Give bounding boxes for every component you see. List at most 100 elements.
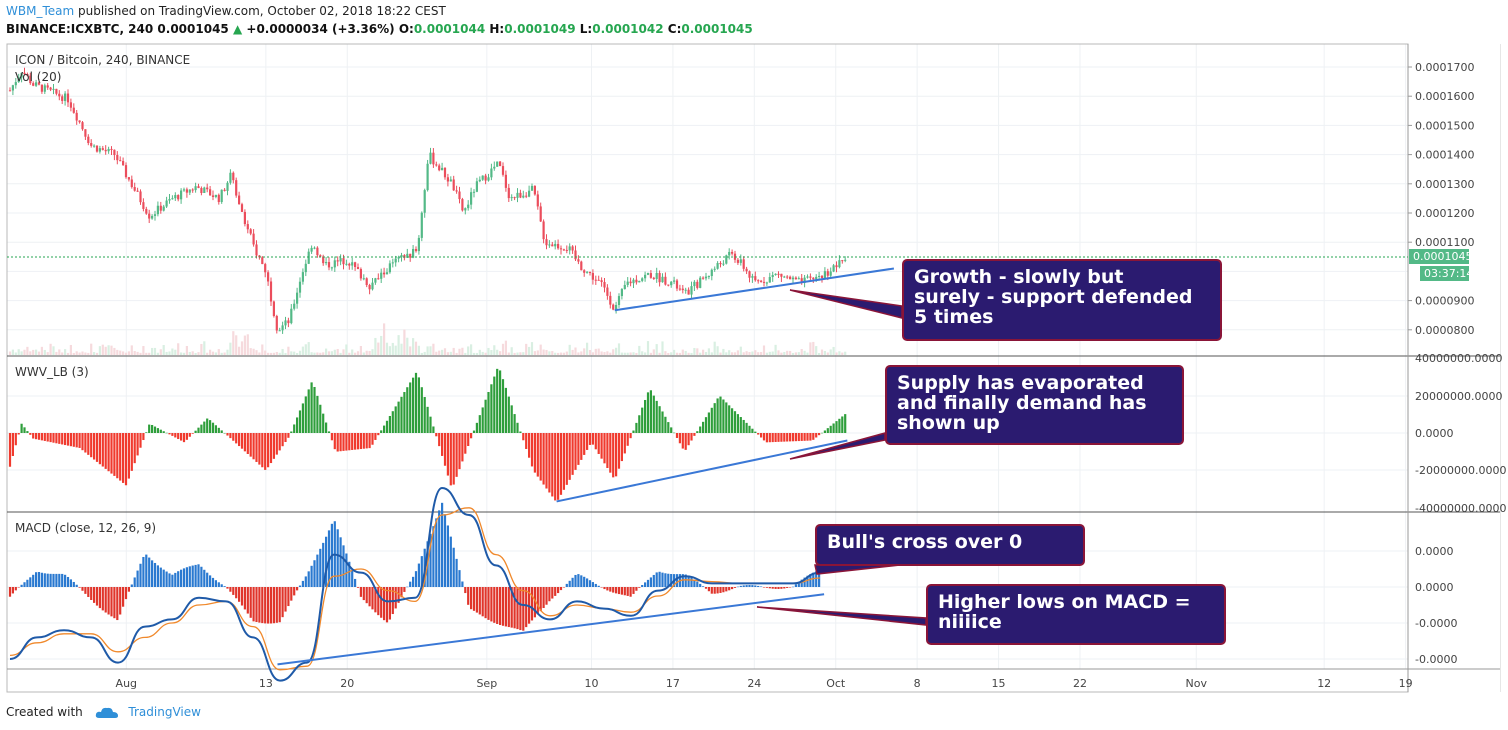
candle-body (768, 277, 771, 283)
wwv-bar (594, 433, 597, 450)
wwv-bar (133, 433, 136, 464)
macd-hist-bar (272, 587, 275, 624)
volume-bar (551, 351, 554, 355)
wwv-bar (180, 433, 183, 441)
candle-body (46, 85, 49, 88)
wwv-bar (673, 432, 676, 434)
candle-body (661, 276, 664, 283)
candle-body (780, 273, 783, 277)
tradingview-link[interactable]: TradingView (128, 705, 201, 719)
macd-hist-bar (536, 587, 539, 615)
wwv-bar (568, 433, 571, 480)
candle-body (333, 260, 336, 268)
volume-bar (98, 346, 101, 355)
wwv-histogram (8, 368, 847, 501)
created-with-label: Created with (6, 705, 83, 719)
wwv-bar (826, 428, 829, 433)
high-value: 0.0001049 (504, 22, 576, 36)
macd-hist-bar (461, 581, 464, 587)
wwv-bar (644, 399, 647, 433)
price-tick-label-4: 0.0001300 (1415, 178, 1475, 191)
volume-bar (722, 348, 725, 355)
wwv-bar (423, 397, 426, 433)
wwv-bar (95, 433, 99, 462)
candle-body (478, 179, 481, 182)
candle-body (20, 72, 23, 78)
author-link[interactable]: WBM_Team (6, 4, 75, 18)
candle-body (185, 189, 188, 193)
candle-body (762, 281, 766, 283)
macd-hist-bar (319, 548, 322, 587)
candle-body (229, 172, 232, 183)
candle-body (142, 202, 145, 209)
candle-body (754, 276, 757, 281)
macd-hist-bar (243, 587, 246, 610)
macd-hist-bar (261, 587, 264, 624)
candle-body (374, 278, 377, 283)
volume-bar (145, 352, 148, 355)
macd-hist-bar (507, 587, 510, 628)
volume-bar (597, 348, 600, 355)
wwv-bar (220, 430, 223, 433)
annotation-bull-cross: Bull's cross over 0 (815, 524, 1085, 566)
right-edge (1500, 44, 1501, 692)
macd-hist-bar (652, 574, 655, 587)
candle-body (690, 286, 693, 295)
volume-bar (35, 349, 38, 355)
candle-body (664, 276, 667, 285)
macd-hist-bar (409, 581, 412, 587)
macd-hist-bar (37, 572, 41, 587)
macd-hist-bar (95, 587, 99, 606)
volume-bar (374, 337, 377, 355)
candle-body (403, 255, 406, 258)
volume-bar (800, 348, 803, 355)
candle-body (670, 281, 673, 286)
macd-hist-bar (81, 587, 84, 591)
candle-body (652, 277, 655, 279)
candle-body (835, 265, 838, 268)
wwv-bar (84, 433, 87, 453)
macd-hist-bar (35, 572, 38, 587)
candle-body (597, 279, 600, 281)
candle-body (313, 247, 316, 249)
price-tick-label-7: 0.0000900 (1415, 295, 1475, 308)
volume-bar (104, 346, 107, 355)
macd-hist-bar (380, 587, 383, 618)
wwv-bar (327, 431, 331, 433)
volume-bar (246, 334, 249, 355)
macd-hist-bar (113, 587, 116, 619)
volume-bar (101, 344, 104, 355)
wwv-bar (23, 427, 26, 433)
wwv-bar (409, 382, 412, 433)
wwv-bar (104, 433, 107, 469)
volume-bar (748, 352, 751, 355)
wwv-bar (774, 433, 777, 442)
macd-hist-bar (220, 584, 223, 587)
candle-body (78, 120, 81, 123)
volume-bar (40, 346, 43, 355)
wwv-bar (200, 424, 203, 433)
wwv-bar (336, 433, 339, 452)
candle-body (116, 155, 119, 161)
macd-hist-bar (61, 573, 64, 587)
volume-bar (594, 348, 597, 355)
macd-hist-bar (722, 587, 725, 593)
wwv-bar (525, 433, 528, 449)
time-tick-12: 12 (1317, 677, 1331, 690)
wwv-bar (130, 433, 133, 471)
volume-bar (287, 346, 290, 355)
candle-body (304, 263, 307, 273)
candle-body (449, 179, 452, 182)
macd-hist-bar (40, 572, 43, 587)
volume-bar (481, 351, 484, 355)
macd-hist-bar (226, 587, 229, 589)
wwv-bar (649, 390, 652, 433)
macd-hist-bar (281, 587, 284, 618)
volume-bar (354, 352, 357, 355)
candle-body (58, 93, 61, 97)
wwv-bar (739, 417, 742, 433)
macd-hist-bar (603, 587, 606, 590)
volume-bar (319, 352, 322, 355)
last-price: 0.0001045 (157, 22, 229, 36)
